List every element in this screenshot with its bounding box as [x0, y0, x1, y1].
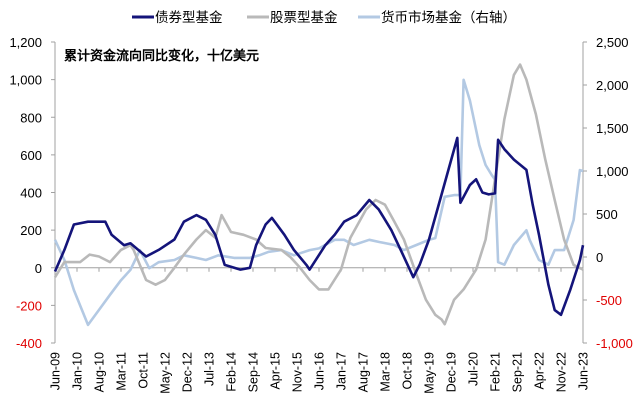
- x-tick-label: Nov-22: [555, 352, 569, 392]
- left-tick-label: -400: [16, 336, 42, 351]
- x-tick-label: Jun-09: [49, 352, 63, 390]
- left-tick-label: 600: [20, 148, 42, 163]
- x-tick-label: Feb-21: [489, 352, 503, 392]
- legend-label-2: 货币市场基金（右轴）: [381, 9, 516, 25]
- right-tick-label: 0: [596, 250, 603, 265]
- x-tick-label: Nov-15: [291, 352, 305, 392]
- chart-annotation: 累计资金流向同比变化，十亿美元: [64, 48, 259, 63]
- series-line-2: [53, 78, 584, 327]
- x-tick-label: Mar-11: [115, 352, 129, 391]
- axes: -400 -200 0 200 400 600 800 1,000 1,200 -1,000 -50…: [9, 35, 632, 394]
- left-tick-label: 1,200: [9, 35, 42, 50]
- series-line-1: [53, 63, 584, 326]
- x-tick-label: Apr-22: [533, 352, 547, 390]
- left-tick-label: -200: [16, 298, 42, 313]
- legend-label-1: 股票型基金: [270, 9, 338, 25]
- right-tick-label: 1,000: [596, 164, 629, 179]
- x-tick-label: Aug-10: [93, 352, 107, 392]
- x-tick-label: May-19: [423, 352, 437, 394]
- left-tick-label: 200: [20, 223, 42, 238]
- x-tick-label: Dec-19: [445, 352, 459, 392]
- x-tick-label: Jul-13: [203, 352, 217, 386]
- x-tick-label: Apr-15: [269, 352, 283, 390]
- right-tick-label: -1,000: [596, 336, 633, 351]
- left-tick-label: 1,000: [9, 73, 42, 88]
- x-tick-label: Jan-10: [71, 352, 85, 390]
- x-tick-label: Oct-11: [137, 352, 151, 389]
- right-tick-label: 1,500: [596, 121, 629, 136]
- left-tick-label: 400: [20, 186, 42, 201]
- left-tick-label: 0: [35, 261, 42, 276]
- legend: 债券型基金 股票型基金 货币市场基金（右轴）: [132, 9, 516, 25]
- right-tick-label: -500: [596, 293, 622, 308]
- x-tick-label: Sep-21: [511, 352, 525, 392]
- right-tick-label: 2,000: [596, 78, 629, 93]
- x-tick-label: Jun-23: [577, 352, 591, 390]
- x-tick-label: Feb-14: [225, 352, 239, 392]
- x-tick-label: May-12: [159, 352, 173, 394]
- x-tick-label: Sep-14: [247, 352, 261, 392]
- x-tick-label: Mar-18: [379, 352, 393, 392]
- x-tick-label: Oct-18: [401, 352, 415, 390]
- left-tick-label: 800: [20, 110, 42, 125]
- series-line-0: [53, 136, 585, 317]
- x-tick-label: Dec-12: [181, 352, 195, 392]
- right-tick-label: 500: [596, 207, 618, 222]
- x-tick-label: Aug-17: [357, 352, 371, 392]
- x-tick-label: Jul-20: [467, 352, 481, 386]
- x-tick-label: Jan-17: [335, 352, 349, 390]
- right-tick-label: 2,500: [596, 35, 629, 50]
- legend-label-0: 债券型基金: [155, 9, 223, 25]
- x-tick-label: Jun-16: [313, 352, 327, 390]
- series-lines: [53, 63, 585, 327]
